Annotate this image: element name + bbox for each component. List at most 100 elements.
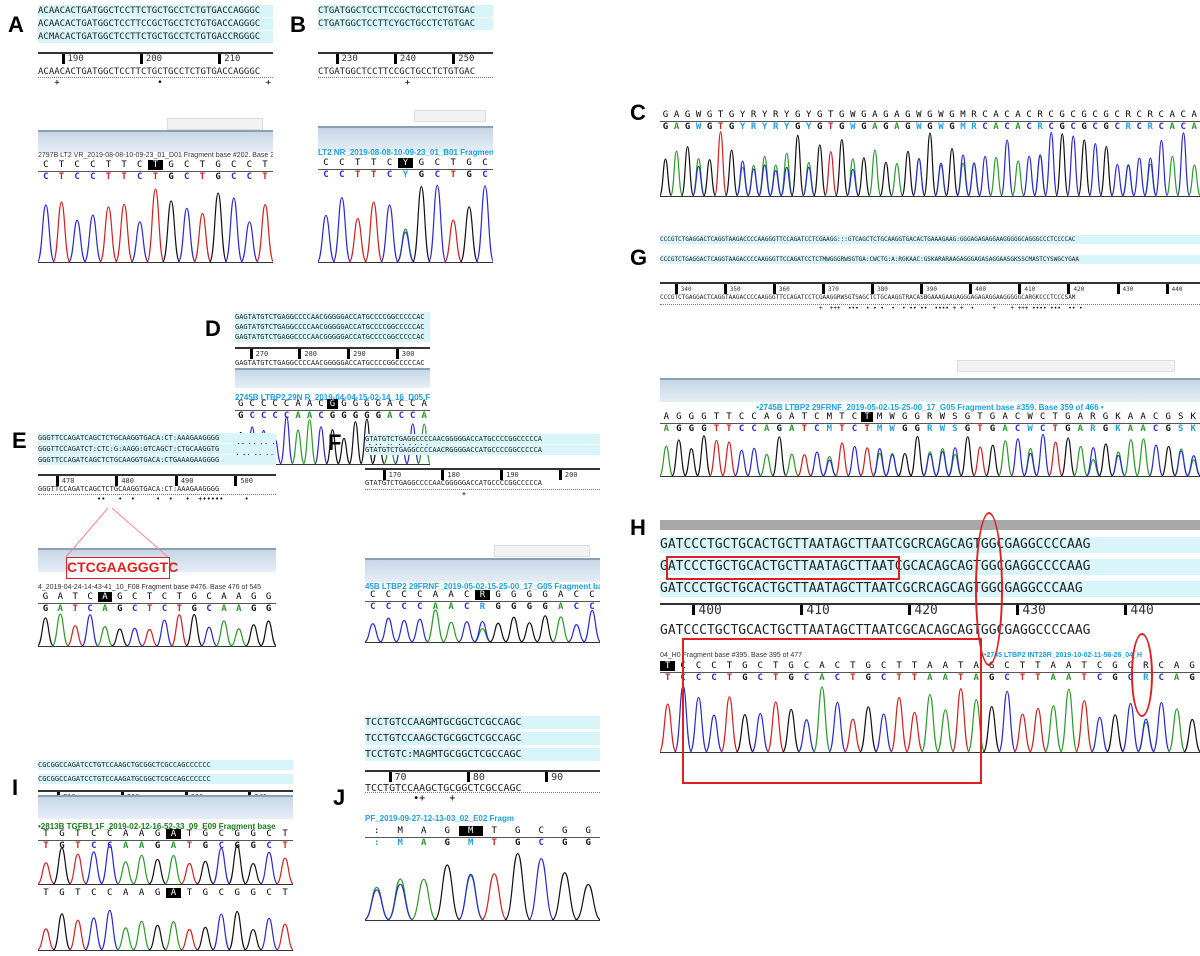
base-call[interactable]: C xyxy=(266,829,272,839)
base-call[interactable]: W xyxy=(889,424,895,434)
base-call[interactable]: G xyxy=(364,399,370,409)
base-call[interactable]: G xyxy=(238,411,244,421)
base-call[interactable]: A xyxy=(1191,122,1197,132)
base-call[interactable]: C xyxy=(385,602,392,612)
base-call[interactable]: Y xyxy=(739,122,746,132)
base-call[interactable]: : xyxy=(374,838,380,848)
base-call[interactable]: T xyxy=(713,424,720,434)
base-call[interactable]: T xyxy=(186,888,193,898)
base-call[interactable]: G xyxy=(202,888,209,898)
base-call[interactable]: C xyxy=(318,411,324,421)
base-call[interactable]: T xyxy=(450,158,456,168)
base-call[interactable]: C xyxy=(339,170,345,180)
base-call[interactable]: T xyxy=(860,412,874,422)
base-call[interactable]: C xyxy=(1180,122,1186,132)
base-call[interactable]: G xyxy=(776,412,782,422)
base-call[interactable]: M xyxy=(876,424,883,434)
base-call[interactable]: A xyxy=(1140,424,1146,434)
base-call[interactable]: T xyxy=(282,841,288,851)
base-call[interactable]: R xyxy=(1125,122,1131,132)
base-call[interactable]: C xyxy=(1096,661,1103,671)
base-call[interactable]: T xyxy=(850,661,856,671)
base-call[interactable]: Y xyxy=(806,122,812,132)
base-call[interactable]: M xyxy=(960,110,966,120)
base-call[interactable]: M xyxy=(397,838,403,848)
base-call[interactable]: A xyxy=(1191,110,1197,120)
base-call[interactable]: C xyxy=(91,888,97,898)
base-call[interactable]: T xyxy=(147,160,164,170)
base-call[interactable]: A xyxy=(295,399,301,409)
base-call[interactable]: M xyxy=(826,424,833,434)
base-call[interactable]: W xyxy=(695,110,702,120)
base-call[interactable]: G xyxy=(329,411,336,421)
base-call[interactable]: A xyxy=(421,826,427,836)
base-call[interactable]: G xyxy=(927,122,933,132)
base-call[interactable]: C xyxy=(589,590,595,600)
base-call[interactable]: T xyxy=(1052,412,1058,422)
base-call[interactable]: T xyxy=(186,841,193,851)
base-call[interactable]: C xyxy=(757,673,763,683)
base-call[interactable]: T xyxy=(1052,424,1058,434)
base-call[interactable]: C xyxy=(107,829,113,839)
base-call[interactable]: C xyxy=(1070,122,1076,132)
base-call[interactable]: Y xyxy=(761,110,768,120)
base-call[interactable]: S xyxy=(952,424,958,434)
base-call[interactable]: A xyxy=(872,122,878,132)
base-call[interactable]: A xyxy=(122,829,129,839)
base-call[interactable]: G xyxy=(238,399,244,409)
base-call[interactable]: G xyxy=(905,122,911,132)
base-call[interactable]: T xyxy=(262,172,268,182)
base-call[interactable]: A xyxy=(673,110,680,120)
base-call[interactable]: T xyxy=(1081,661,1087,671)
base-call[interactable]: G xyxy=(215,160,221,170)
base-call[interactable]: C xyxy=(398,399,404,409)
base-call[interactable]: G xyxy=(562,838,568,848)
base-call[interactable]: T xyxy=(186,829,193,839)
base-call[interactable]: T xyxy=(262,160,268,170)
base-call[interactable]: C xyxy=(272,399,278,409)
base-call[interactable]: C xyxy=(246,172,253,182)
base-call[interactable]: C xyxy=(230,172,237,182)
base-call[interactable]: T xyxy=(72,604,78,614)
base-call[interactable]: A xyxy=(973,673,979,683)
base-call[interactable]: G xyxy=(154,841,161,851)
base-call[interactable]: G xyxy=(901,412,908,422)
base-call[interactable]: T xyxy=(146,604,153,614)
base-call[interactable]: K xyxy=(1190,412,1196,422)
base-call[interactable]: G xyxy=(352,411,359,421)
base-call[interactable]: T xyxy=(828,110,834,120)
base-call[interactable]: A xyxy=(1127,412,1134,422)
base-call[interactable]: T xyxy=(801,412,807,422)
base-call[interactable]: A xyxy=(993,110,999,120)
base-call[interactable]: C xyxy=(323,158,329,168)
base-call[interactable]: C xyxy=(982,110,988,120)
base-call[interactable]: G xyxy=(901,424,908,434)
base-call[interactable]: T xyxy=(839,424,845,434)
base-call[interactable]: A xyxy=(165,888,182,898)
base-call[interactable]: C xyxy=(87,592,93,602)
base-call[interactable]: G xyxy=(265,592,272,602)
base-call[interactable]: R xyxy=(750,122,757,132)
base-call[interactable]: C xyxy=(1152,424,1159,434)
base-call[interactable]: A xyxy=(432,602,439,612)
base-call[interactable]: C xyxy=(1180,110,1186,120)
base-call[interactable]: G xyxy=(688,412,695,422)
base-call[interactable]: G xyxy=(59,829,65,839)
base-call[interactable]: G xyxy=(117,592,123,602)
base-call[interactable]: G xyxy=(444,838,450,848)
base-call[interactable]: G xyxy=(883,122,889,132)
base-call[interactable]: G xyxy=(515,826,521,836)
base-call[interactable]: T xyxy=(772,673,779,683)
base-call[interactable]: T xyxy=(726,424,732,434)
base-call[interactable]: A xyxy=(306,411,313,421)
base-call[interactable]: C xyxy=(410,399,416,409)
base-call[interactable]: C xyxy=(249,411,255,421)
base-call[interactable]: C xyxy=(370,590,376,600)
base-call[interactable]: R xyxy=(772,122,779,132)
base-call[interactable]: G xyxy=(865,673,871,683)
base-call[interactable]: C xyxy=(1092,122,1098,132)
base-call[interactable]: C xyxy=(230,160,237,170)
base-call[interactable]: A xyxy=(97,592,113,602)
base-call[interactable]: T xyxy=(726,412,732,422)
base-call[interactable]: C xyxy=(589,602,595,612)
